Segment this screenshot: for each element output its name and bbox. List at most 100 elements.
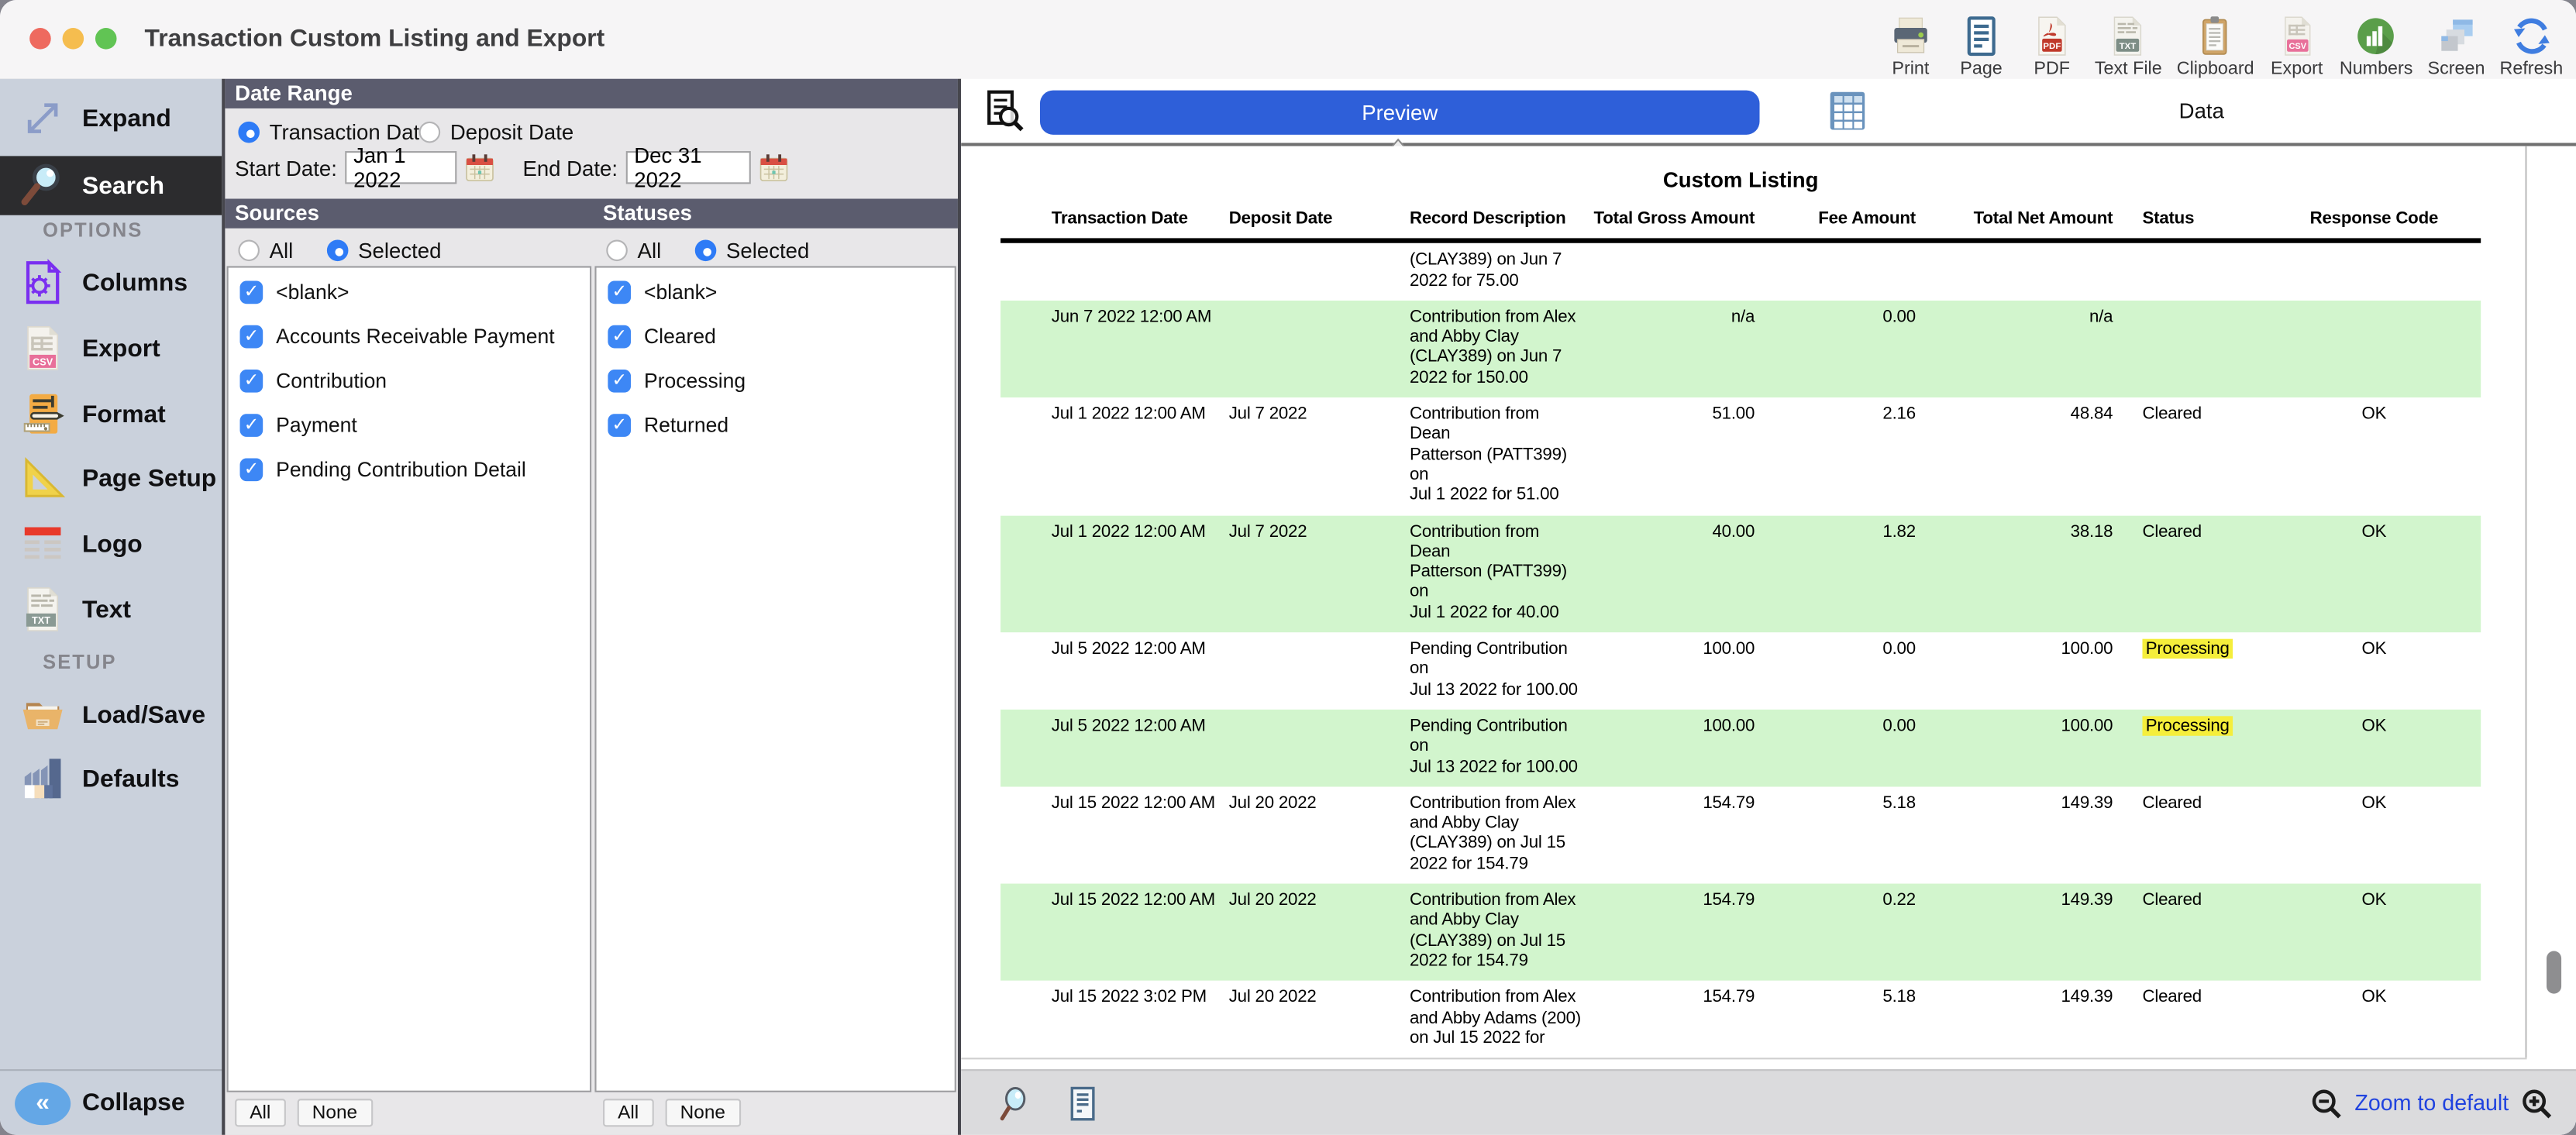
checkbox-checked-icon[interactable]: [608, 325, 632, 349]
sources-all-option: All: [238, 233, 293, 266]
collapse-icon: «: [15, 1075, 71, 1131]
toolbar: Print Page PDF PDF TXT Text File Clipboa…: [1882, 5, 2563, 79]
pdf-file-icon: PDF: [2030, 15, 2073, 57]
sidebar: Expand Search OPTIONS Columns CSV Export…: [0, 78, 222, 1135]
sidebar-item-collapse[interactable]: « Collapse: [0, 1069, 222, 1135]
tab-preview[interactable]: Preview: [1039, 90, 1760, 135]
zoom-in-icon[interactable]: [2520, 1086, 2553, 1119]
sidebar-item-search[interactable]: Search: [0, 156, 222, 215]
sidebar-item-text[interactable]: TXT Text: [0, 576, 222, 642]
table-row: Jun 7 2022 12:00 AM Contribution from Ale…: [1000, 300, 2481, 398]
tab-data[interactable]: Data: [2178, 98, 2224, 123]
filter-panel: Date Range Transaction Date Deposit Date…: [225, 78, 958, 1135]
source-item-contribution[interactable]: Contribution: [239, 369, 591, 393]
table-row: Jul 15 2022 12:00 AM Jul 20 2022 Contribut…: [1051, 793, 2387, 874]
sidebar-item-logo[interactable]: Logo: [0, 511, 222, 576]
sidebar-divider: [222, 78, 226, 1135]
checkbox-checked-icon[interactable]: [239, 369, 263, 393]
document-list-icon[interactable]: [1066, 1085, 1099, 1122]
toolbar-export-button[interactable]: CSV Export: [2269, 15, 2325, 79]
sidebar-item-columns[interactable]: Columns: [0, 249, 222, 315]
screen-windows-icon: [2435, 15, 2478, 57]
sidebar-item-format[interactable]: Format: [0, 381, 222, 447]
status-item-blank[interactable]: <blank>: [608, 280, 954, 304]
start-date-input[interactable]: Jan 1 2022: [345, 143, 457, 192]
source-item-payment[interactable]: Payment: [239, 414, 591, 437]
source-item-pending-contribution-detail[interactable]: Pending Contribution Detail: [239, 458, 591, 482]
preview-document-icon[interactable]: [983, 88, 1027, 132]
end-date-input[interactable]: Dec 31 2022: [625, 143, 751, 192]
page-icon: [1960, 15, 2003, 57]
toolbar-text-file-button[interactable]: TXT Text File: [2095, 15, 2162, 79]
statuses-list: <blank> Cleared Processing Returned: [594, 266, 956, 1092]
checkbox-checked-icon[interactable]: [239, 414, 263, 437]
toolbar-page-button[interactable]: Page: [1954, 15, 2009, 79]
deposit-date-radio-option: Deposit Date: [418, 115, 573, 147]
vertical-scrollbar-thumb[interactable]: [2546, 951, 2562, 994]
columns-icon: [15, 255, 71, 311]
numbers-chart-icon: [2355, 15, 2398, 57]
checkbox-checked-icon[interactable]: [239, 280, 263, 304]
refresh-icon: [2510, 15, 2553, 57]
magnifier-icon[interactable]: [997, 1085, 1030, 1122]
checkbox-checked-icon[interactable]: [239, 325, 263, 349]
csv-file-icon: CSV: [2275, 15, 2318, 57]
toolbar-clipboard-button[interactable]: Clipboard: [2177, 15, 2254, 79]
svg-text:PDF: PDF: [2043, 42, 2061, 51]
statuses-all-button[interactable]: All: [603, 1099, 654, 1127]
checkbox-checked-icon[interactable]: [608, 280, 632, 304]
zoom-out-icon[interactable]: [2310, 1086, 2343, 1119]
table-row: Jul 1 2022 12:00 AM Jul 7 2022 Contributio…: [1051, 404, 2387, 505]
tab-caret: [1384, 132, 1412, 154]
source-item-accounts-receivable-payment[interactable]: Accounts Receivable Payment: [239, 325, 591, 349]
statuses-selected-radio[interactable]: [694, 239, 717, 261]
toolbar-numbers-button[interactable]: Numbers: [2340, 15, 2412, 79]
preview-statusbar: Zoom to default: [961, 1069, 2576, 1135]
sidebar-item-load-save[interactable]: Load/Save: [0, 682, 222, 748]
load-save-folder-icon: [15, 686, 71, 742]
format-icon: [15, 386, 71, 442]
sources-list: <blank> Accounts Receivable Payment Cont…: [226, 266, 592, 1092]
search-icon: [15, 158, 71, 214]
titlebar: Transaction Custom Listing and Export Pr…: [0, 0, 2576, 81]
sidebar-item-page-setup[interactable]: Page Setup: [0, 445, 222, 511]
zoom-window-button[interactable]: [95, 28, 117, 50]
toolbar-print-button[interactable]: Print: [1882, 15, 1938, 79]
statuses-none-button[interactable]: None: [665, 1099, 741, 1127]
sidebar-item-expand[interactable]: Expand: [0, 85, 222, 151]
logo-icon: [15, 516, 71, 572]
transaction-date-radio[interactable]: [238, 120, 260, 143]
minimize-window-button[interactable]: [62, 28, 84, 50]
defaults-icon: [15, 751, 71, 807]
toolbar-pdf-button[interactable]: PDF PDF: [2024, 15, 2080, 79]
status-item-processing[interactable]: Processing: [608, 369, 954, 393]
checkbox-checked-icon[interactable]: [608, 369, 632, 393]
window-title: Transaction Custom Listing and Export: [144, 24, 605, 53]
deposit-date-radio[interactable]: [418, 120, 441, 143]
sidebar-item-export[interactable]: CSV Export: [0, 315, 222, 381]
start-date-calendar-icon[interactable]: [465, 153, 494, 182]
col-record-description: Record Description: [1409, 208, 1566, 229]
status-highlighted: Processing: [2142, 716, 2274, 737]
sources-all-radio[interactable]: [238, 239, 260, 261]
col-total-net: Total Net Amount: [1973, 208, 2113, 229]
sidebar-item-defaults[interactable]: Defaults: [0, 745, 222, 811]
svg-text:TXT: TXT: [2120, 42, 2137, 51]
source-item-blank[interactable]: <blank>: [239, 280, 591, 304]
sources-selected-radio[interactable]: [326, 239, 349, 261]
preview-tabbar: Preview Data: [961, 78, 2576, 154]
zoom-to-default-link[interactable]: Zoom to default: [2354, 1090, 2509, 1116]
toolbar-refresh-button[interactable]: Refresh: [2500, 15, 2563, 79]
close-window-button[interactable]: [29, 28, 51, 50]
data-grid-icon[interactable]: [1825, 88, 1869, 132]
text-txt-icon: TXT: [15, 581, 71, 637]
checkbox-checked-icon[interactable]: [608, 414, 632, 437]
toolbar-screen-button[interactable]: Screen: [2428, 15, 2485, 79]
end-date-calendar-icon[interactable]: [759, 153, 788, 182]
sources-none-button[interactable]: None: [297, 1099, 373, 1127]
statuses-all-radio[interactable]: [606, 239, 628, 261]
sources-all-button[interactable]: All: [235, 1099, 286, 1127]
status-item-returned[interactable]: Returned: [608, 414, 954, 437]
status-item-cleared[interactable]: Cleared: [608, 325, 954, 349]
checkbox-checked-icon[interactable]: [239, 458, 263, 482]
